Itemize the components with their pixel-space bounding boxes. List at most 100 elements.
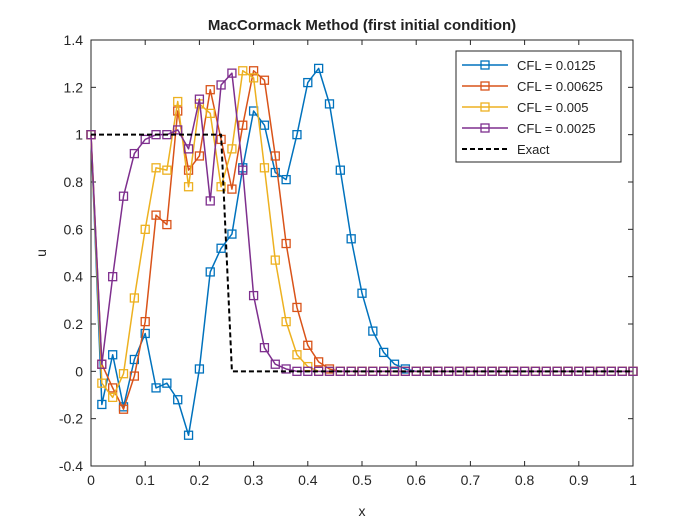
data-point	[303, 366, 313, 376]
y-tick-label: 0.2	[64, 316, 84, 332]
legend-item: CFL = 0.005	[462, 100, 588, 115]
data-point	[129, 293, 140, 303]
data-point	[118, 369, 129, 379]
data-point	[216, 243, 226, 253]
legend-label: CFL = 0.005	[517, 100, 588, 115]
chart-title: MacCormack Method (first initial conditi…	[208, 17, 516, 34]
data-point	[259, 120, 270, 130]
data-point	[183, 430, 194, 440]
data-point	[118, 404, 129, 414]
legend-marker	[480, 123, 490, 133]
y-tick-label: 1.4	[64, 32, 84, 48]
data-point	[281, 364, 291, 374]
data-point	[162, 219, 172, 230]
x-tick-label: 0.7	[461, 472, 481, 488]
data-point	[606, 366, 616, 376]
data-point	[270, 255, 280, 265]
data-point	[454, 366, 465, 376]
data-point	[335, 366, 345, 376]
y-tick-label: 0	[75, 363, 83, 379]
x-tick-label: 0.9	[569, 472, 589, 488]
data-point	[368, 366, 378, 376]
legend-label: CFL = 0.00625	[517, 79, 603, 94]
x-tick-label: 0.5	[352, 472, 372, 488]
data-point	[97, 359, 107, 369]
data-point	[97, 399, 107, 410]
series-4	[91, 133, 633, 373]
y-tick-label: -0.2	[59, 411, 83, 427]
data-point	[303, 77, 313, 88]
y-tick-label: 0.6	[64, 221, 84, 237]
y-tick-label: 1	[75, 127, 83, 143]
legend-label: CFL = 0.0025	[517, 121, 596, 136]
data-point	[227, 184, 237, 194]
data-point	[357, 288, 367, 298]
data-point	[205, 85, 215, 95]
data-point	[248, 73, 259, 83]
data-point	[313, 357, 324, 367]
data-point	[129, 148, 140, 159]
x-tick-label: 0.3	[244, 472, 264, 488]
data-point	[487, 366, 497, 376]
x-tick-label: 0.1	[135, 472, 155, 488]
data-point	[173, 125, 183, 135]
data-point	[238, 120, 248, 130]
data-point	[270, 359, 280, 369]
data-point	[281, 238, 291, 249]
data-point	[357, 366, 367, 376]
data-point	[162, 165, 172, 175]
data-point	[259, 163, 270, 173]
data-point	[541, 366, 551, 376]
data-point	[183, 182, 194, 192]
data-point	[227, 229, 237, 239]
data-point	[205, 267, 215, 277]
data-point	[238, 165, 248, 175]
data-point	[313, 63, 324, 74]
data-point	[281, 174, 291, 185]
y-tick-label: 1.2	[64, 79, 84, 95]
data-point	[281, 316, 291, 327]
data-point	[140, 134, 150, 145]
legend-item: CFL = 0.0125	[462, 58, 596, 73]
data-point	[519, 366, 530, 376]
legend-item: Exact	[462, 142, 550, 157]
data-point	[292, 350, 302, 360]
data-point	[108, 272, 118, 282]
data-point	[292, 302, 302, 313]
legend-item: CFL = 0.00625	[462, 79, 603, 94]
data-point	[194, 364, 205, 374]
x-tick-label: 0	[87, 472, 95, 488]
data-point	[227, 144, 237, 154]
data-point	[140, 316, 150, 327]
data-point	[151, 130, 161, 140]
data-point	[151, 210, 161, 220]
data-point	[292, 130, 302, 140]
data-point	[140, 224, 150, 234]
data-point	[227, 68, 237, 78]
x-axis-label: x	[359, 503, 366, 519]
data-point	[140, 328, 150, 339]
data-point	[422, 366, 432, 376]
data-point	[162, 378, 172, 388]
data-point	[216, 80, 226, 90]
data-point	[108, 350, 118, 360]
y-tick-label: -0.4	[59, 458, 83, 474]
y-axis-label: u	[33, 249, 49, 257]
data-point	[270, 167, 280, 178]
legend-item: CFL = 0.0025	[462, 121, 596, 136]
data-point	[205, 196, 215, 206]
data-point	[183, 165, 194, 175]
data-point	[379, 347, 389, 358]
data-point	[368, 326, 378, 336]
x-tick-label: 0.8	[515, 472, 535, 488]
legend-label: CFL = 0.0125	[517, 58, 596, 73]
data-point	[97, 378, 107, 388]
data-point	[183, 144, 194, 154]
data-point	[324, 99, 335, 109]
data-point	[346, 234, 356, 244]
data-point	[173, 395, 183, 405]
x-tick-label: 0.4	[298, 472, 318, 488]
x-tick-label: 0.2	[190, 472, 210, 488]
y-tick-label: 0.4	[64, 269, 84, 285]
